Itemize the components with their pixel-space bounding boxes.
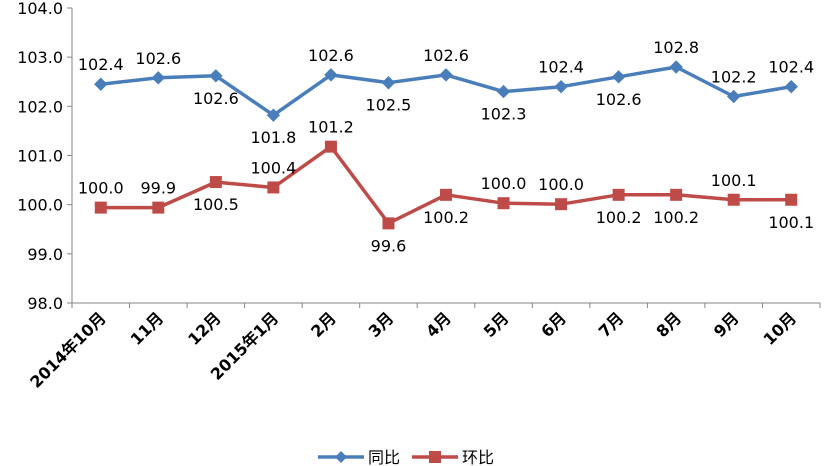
legend-marker-square	[429, 451, 441, 463]
x-tick-label: 11月	[127, 308, 168, 349]
data-point-diamond	[381, 76, 396, 90]
y-tick-label: 100.0	[17, 196, 63, 215]
data-label: 100.2	[423, 208, 469, 227]
data-label: 102.8	[653, 38, 699, 57]
x-tick-label: 2014年10月	[26, 308, 109, 391]
data-label: 102.2	[711, 68, 757, 87]
x-tick-label: 12月	[184, 308, 225, 349]
x-tick-label: 6月	[537, 308, 570, 341]
x-tick-label: 7月	[595, 308, 628, 341]
data-point-diamond	[784, 79, 798, 94]
x-tick-label: 2月	[307, 308, 340, 341]
data-point-square	[152, 201, 165, 214]
data-label: 101.2	[308, 118, 354, 137]
data-label: 100.0	[481, 174, 527, 193]
data-label: 100.2	[596, 208, 642, 227]
legend-label: 环比	[462, 448, 494, 466]
data-point-square	[382, 217, 395, 230]
x-tick-label: 10月	[760, 308, 801, 349]
data-label: 102.6	[596, 90, 642, 109]
data-label: 100.1	[711, 171, 757, 190]
data-label: 99.6	[371, 236, 407, 255]
data-point-diamond	[151, 71, 166, 85]
data-point-square	[555, 198, 568, 211]
data-point-diamond	[726, 89, 741, 104]
y-tick-label: 99.0	[27, 245, 63, 264]
data-label: 102.6	[193, 89, 239, 108]
y-tick-label: 98.0	[27, 294, 63, 313]
y-tick-label: 102.0	[17, 97, 63, 116]
data-label: 99.9	[140, 179, 176, 198]
data-label: 102.6	[423, 46, 469, 65]
data-label: 100.1	[768, 213, 814, 232]
x-tick-label: 8月	[652, 308, 685, 341]
data-point-diamond	[554, 79, 568, 94]
data-label: 102.5	[366, 96, 412, 115]
data-label: 102.4	[768, 58, 814, 77]
legend-marker-diamond	[335, 451, 347, 463]
data-point-square	[670, 188, 683, 201]
data-label: 100.0	[538, 175, 584, 194]
data-point-square	[785, 193, 798, 206]
data-point-diamond	[94, 77, 108, 91]
data-label: 100.5	[193, 195, 239, 214]
data-point-diamond	[209, 69, 223, 83]
data-point-diamond	[266, 108, 281, 122]
data-label: 102.3	[481, 105, 527, 124]
data-point-square	[497, 197, 510, 210]
data-point-square	[612, 188, 625, 201]
x-tick-label: 3月	[365, 308, 398, 341]
data-point-square	[209, 176, 222, 189]
data-point-diamond	[669, 60, 683, 74]
data-point-diamond	[611, 70, 626, 84]
data-label: 102.6	[308, 46, 354, 65]
data-point-square	[94, 201, 107, 214]
data-label: 102.6	[135, 49, 181, 68]
y-tick-label: 103.0	[17, 48, 63, 67]
data-point-diamond	[496, 84, 511, 99]
legend-label: 同比	[368, 448, 400, 466]
y-tick-label: 101.0	[17, 147, 63, 166]
data-point-diamond	[439, 68, 453, 82]
data-label: 100.2	[653, 208, 699, 227]
data-point-diamond	[324, 68, 338, 82]
data-label: 101.8	[250, 128, 296, 147]
data-label: 102.4	[78, 55, 124, 74]
data-point-square	[440, 188, 452, 201]
data-label: 100.0	[78, 179, 124, 198]
data-point-square	[727, 193, 740, 206]
data-label: 100.4	[250, 158, 296, 177]
x-tick-label: 5月	[480, 308, 513, 341]
y-tick-label: 104.0	[17, 0, 63, 18]
data-point-square	[324, 140, 337, 153]
x-tick-label: 4月	[422, 308, 455, 341]
data-point-square	[267, 181, 280, 194]
data-label: 102.4	[538, 58, 584, 77]
x-tick-label: 9月	[710, 308, 743, 341]
